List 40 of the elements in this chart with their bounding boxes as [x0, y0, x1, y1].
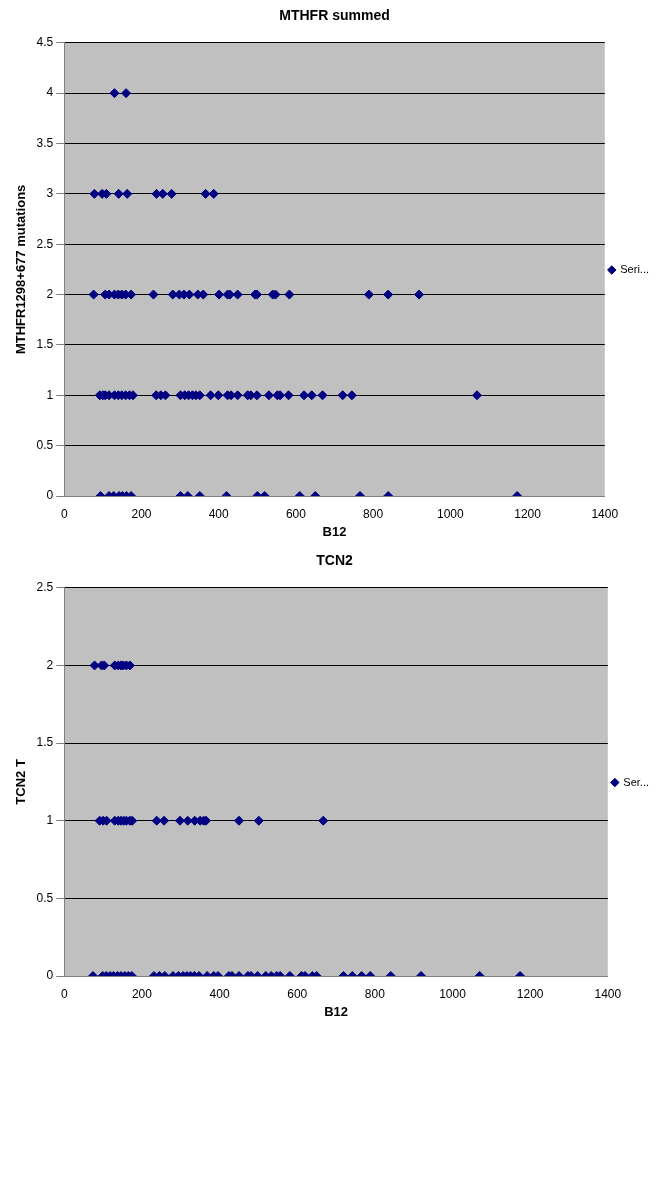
x-tick-label: 600: [285, 506, 307, 521]
y-tick-label: 2: [46, 286, 54, 301]
x-tick-label: 200: [131, 986, 153, 1001]
y-tick-label: 2.5: [36, 236, 54, 251]
y-tick-label: 4: [46, 85, 54, 100]
x-tick-label: 400: [209, 986, 230, 1001]
x-tick-label: 1200: [514, 506, 542, 521]
y-tick-label: 3: [46, 186, 54, 201]
x-tick-label: 800: [363, 506, 384, 521]
y-tick-label: 0: [46, 488, 54, 503]
x-tick-label: 1000: [436, 506, 465, 521]
legend-label: Seri...: [620, 263, 649, 276]
chart-title: TCN2: [316, 552, 353, 569]
y-tick-label: 1.5: [36, 337, 54, 352]
x-tick-label: 800: [364, 986, 386, 1001]
x-axis-title: B12: [322, 523, 347, 539]
x-tick-label: 0: [60, 506, 68, 521]
legend-label: Ser...: [623, 775, 650, 788]
chart-title: MTHFR summed: [279, 7, 390, 24]
y-tick-label: 2: [46, 657, 54, 672]
y-tick-label: 0.5: [36, 890, 54, 905]
x-tick-label: 1400: [591, 506, 619, 521]
x-tick-label: 400: [208, 506, 230, 521]
y-tick-label: 1.5: [36, 735, 54, 750]
x-tick-label: 200: [131, 506, 152, 521]
y-tick-label: 3.5: [36, 135, 54, 150]
y-tick-label: 0: [46, 968, 54, 983]
y-tick-label: 0.5: [36, 437, 54, 452]
y-axis-title: TCN2 T: [13, 759, 29, 805]
y-tick-label: 2.5: [36, 580, 54, 595]
x-tick-label: 600: [287, 986, 308, 1001]
x-axis-title: B12: [324, 1003, 348, 1019]
x-tick-label: 1200: [516, 986, 544, 1001]
y-tick-label: 4.5: [36, 35, 54, 50]
y-tick-label: 1: [46, 387, 54, 402]
x-tick-label: 1000: [439, 986, 467, 1001]
x-tick-label: 0: [60, 986, 68, 1001]
x-tick-label: 1400: [594, 986, 622, 1001]
y-tick-label: 1: [46, 813, 54, 828]
y-axis-title: MTHFR1298+677 mutations: [13, 184, 29, 355]
